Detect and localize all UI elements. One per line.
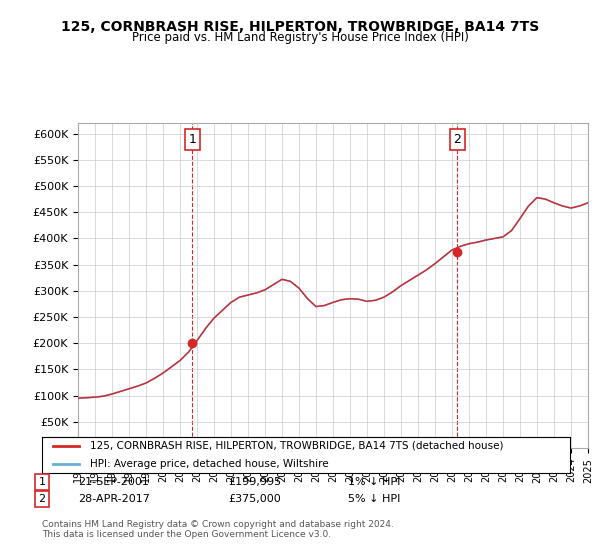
Text: 5% ↓ HPI: 5% ↓ HPI <box>348 494 400 504</box>
Text: 1: 1 <box>188 133 196 146</box>
Text: 28-APR-2017: 28-APR-2017 <box>78 494 150 504</box>
Text: £199,995: £199,995 <box>228 477 281 487</box>
Text: 2: 2 <box>454 133 461 146</box>
Text: £375,000: £375,000 <box>228 494 281 504</box>
Text: 21-SEP-2001: 21-SEP-2001 <box>78 477 149 487</box>
Text: 125, CORNBRASH RISE, HILPERTON, TROWBRIDGE, BA14 7TS (detached house): 125, CORNBRASH RISE, HILPERTON, TROWBRID… <box>89 441 503 451</box>
Text: 1% ↓ HPI: 1% ↓ HPI <box>348 477 400 487</box>
Text: Contains HM Land Registry data © Crown copyright and database right 2024.
This d: Contains HM Land Registry data © Crown c… <box>42 520 394 539</box>
Text: Price paid vs. HM Land Registry's House Price Index (HPI): Price paid vs. HM Land Registry's House … <box>131 31 469 44</box>
Text: 2: 2 <box>38 494 46 504</box>
Text: HPI: Average price, detached house, Wiltshire: HPI: Average price, detached house, Wilt… <box>89 459 328 469</box>
Text: 1: 1 <box>38 477 46 487</box>
Text: 125, CORNBRASH RISE, HILPERTON, TROWBRIDGE, BA14 7TS: 125, CORNBRASH RISE, HILPERTON, TROWBRID… <box>61 20 539 34</box>
